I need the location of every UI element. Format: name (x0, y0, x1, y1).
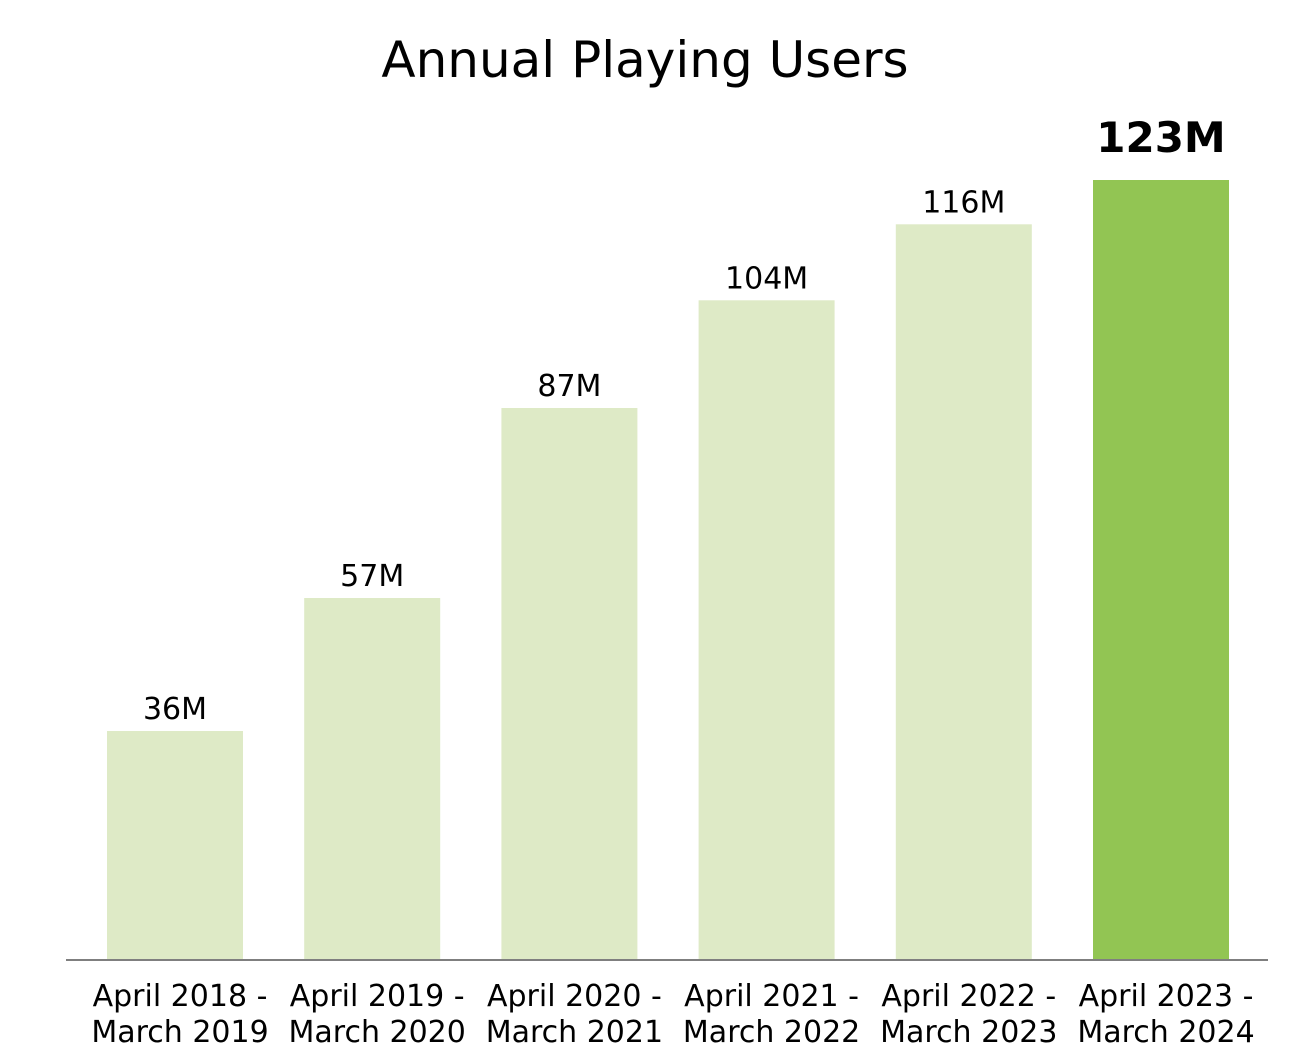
x-tick-label-0-1: March 2019 (91, 1015, 268, 1050)
x-tick-label-1-0: April 2019 - (290, 979, 465, 1014)
x-tick-label-1-1: March 2020 (289, 1015, 466, 1050)
x-tick-label-3-1: March 2022 (683, 1015, 860, 1050)
bar-2 (501, 408, 638, 959)
x-tick-label-2-1: March 2021 (486, 1015, 663, 1050)
data-label-2: 87M (537, 369, 601, 404)
x-tick-label-3-0: April 2021 - (684, 979, 859, 1014)
bar-4 (895, 224, 1032, 960)
chart-title: Annual Playing Users (381, 31, 909, 89)
data-label-0: 36M (143, 692, 207, 727)
bar-3 (698, 300, 835, 959)
bar-0 (107, 731, 243, 959)
x-tick-label-5-0: April 2023 - (1079, 979, 1254, 1014)
x-tick-label-2-0: April 2020 - (487, 979, 662, 1014)
data-label-4: 116M (922, 185, 1005, 220)
data-label-5: 123M (1096, 113, 1225, 162)
x-tick-label-4-1: March 2023 (880, 1015, 1057, 1050)
data-label-1: 57M (340, 559, 404, 594)
x-tick-label-4-0: April 2022 - (881, 979, 1056, 1014)
x-tick-label-5-1: March 2024 (1077, 1015, 1254, 1050)
bar-5 (1093, 180, 1229, 959)
bar-1 (304, 598, 441, 959)
x-tick-label-0-0: April 2018 - (93, 979, 268, 1014)
data-label-3: 104M (725, 261, 808, 296)
